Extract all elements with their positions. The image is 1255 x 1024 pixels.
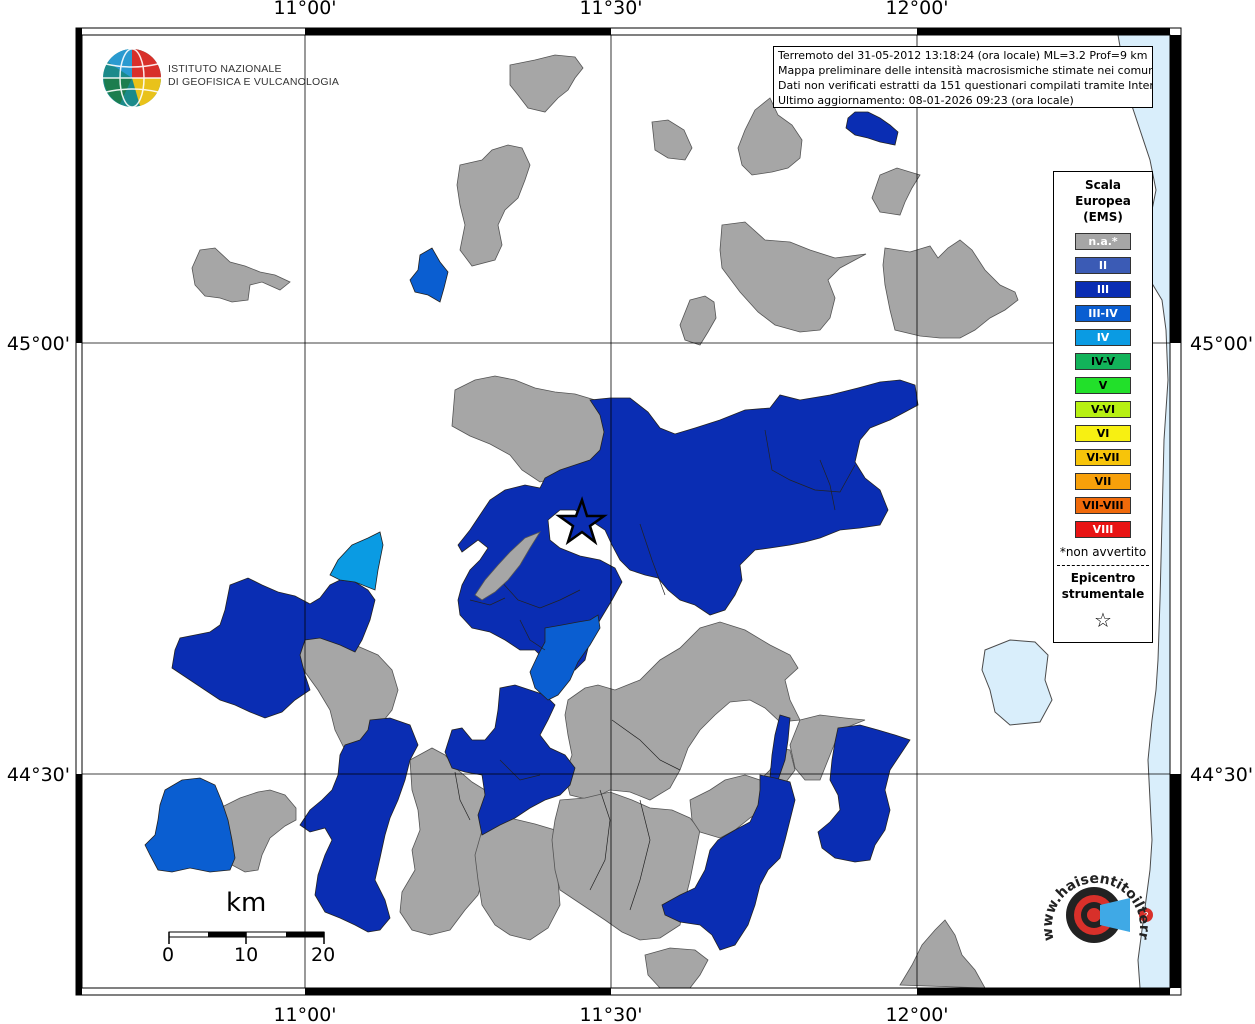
legend-epicenter-line2: strumentale <box>1061 587 1145 601</box>
ingv-logo-text: ISTITUTO NAZIONALE DI GEOFISICA E VULCAN… <box>168 63 339 89</box>
lon-label-bottom-3: 12°00' <box>885 1004 948 1024</box>
lagoon <box>981 639 1053 726</box>
legend-items: n.a.* II III III-IV IV IV-V V V-VI VI VI-VII VII VI… <box>1054 233 1152 538</box>
legend-separator <box>1057 565 1149 566</box>
legend-item: V <box>1075 377 1131 394</box>
lat-label-left-1: 45°00' <box>7 333 70 355</box>
legend-note: *non avvertito <box>1059 545 1147 559</box>
legend-title-line1: Scala <box>1084 178 1122 192</box>
event-info-line4: Ultimo aggiornamento: 08-01-2026 09:23 (… <box>778 94 1074 107</box>
ingv-logo-line1: ISTITUTO NAZIONALE <box>168 63 282 75</box>
scale-tick-20: 20 <box>311 944 336 966</box>
legend-epicenter-line1: Epicentro <box>1070 571 1136 585</box>
legend-item: VII <box>1075 473 1131 490</box>
lat-label-left-2: 44°30' <box>7 764 70 786</box>
legend-item: VI <box>1075 425 1131 442</box>
lon-label-top-3: 12°00' <box>885 0 948 19</box>
event-info-line2: Mappa preliminare delle intensità macros… <box>778 64 1153 77</box>
legend-item: II <box>1075 257 1131 274</box>
legend-title: Scala Europea (EMS) <box>1054 177 1152 225</box>
municipalities-na <box>191 54 1019 989</box>
lon-label-top-1: 11°00' <box>273 0 336 19</box>
municipalities-iii <box>171 111 919 951</box>
legend-item: III-IV <box>1075 305 1131 322</box>
svg-text:?: ? <box>1143 911 1148 922</box>
scale-tick-0: 0 <box>162 944 175 966</box>
legend-item: VII-VIII <box>1075 497 1131 514</box>
ingv-globe-icon <box>103 48 162 108</box>
legend-item: V-VI <box>1075 401 1131 418</box>
event-info-box: Terremoto del 31-05-2012 13:18:24 (ora l… <box>773 46 1153 108</box>
epicenter-star-icon <box>555 496 608 546</box>
lon-label-bottom-1: 11°00' <box>273 1004 336 1024</box>
lon-label-bottom-2: 11°30' <box>579 1004 642 1024</box>
municipality-iv <box>329 531 384 591</box>
scale-unit: km <box>226 888 267 918</box>
ems-legend: Scala Europea (EMS) n.a.* II III III-IV IV IV… <box>1053 171 1153 643</box>
legend-item: n.a.* <box>1075 233 1131 250</box>
legend-title-line3: (EMS) <box>1083 210 1123 224</box>
legend-item: IV-V <box>1075 353 1131 370</box>
legend-title-line2: Europea <box>1075 194 1131 208</box>
map-frame <box>75 27 1182 996</box>
graticule <box>82 35 1170 988</box>
adriatic-sea <box>1117 34 1171 989</box>
ingv-logo-line2: DI GEOFISICA E VULCANOLOGIA <box>168 76 340 88</box>
legend-item: IV <box>1075 329 1131 346</box>
scale-bar <box>168 931 325 944</box>
lon-label-top-2: 11°30' <box>579 0 642 19</box>
event-info-line1: Terremoto del 31-05-2012 13:18:24 (ora l… <box>778 49 1148 62</box>
legend-item: VIII <box>1075 521 1131 538</box>
municipalities-iii-iv <box>144 247 601 873</box>
lat-label-right-2: 44°30' <box>1190 764 1253 786</box>
municipality-gap <box>474 531 541 601</box>
legend-star-icon: ☆ <box>1094 608 1112 632</box>
event-info-line3: Dati non verificati estratti da 151 ques… <box>778 79 1153 92</box>
legend-epicenter-label: Epicentro strumentale <box>1054 570 1152 602</box>
legend-item: III <box>1075 281 1131 298</box>
scale-tick-10: 10 <box>234 944 259 966</box>
municipality-borders <box>454 429 856 911</box>
legend-item: VI-VII <box>1075 449 1131 466</box>
lat-label-right-1: 45°00' <box>1190 333 1253 355</box>
